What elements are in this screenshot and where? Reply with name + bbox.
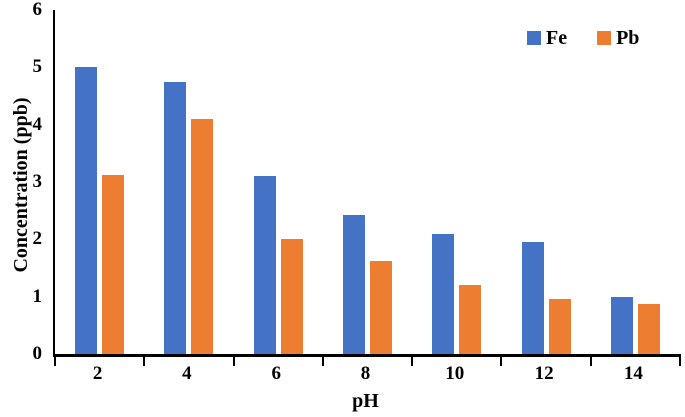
bar-group-ph-14 <box>610 297 660 354</box>
bar-group-ph-2 <box>75 67 125 354</box>
bar-group-ph-4 <box>164 82 214 354</box>
pb-bar <box>280 239 303 354</box>
x-axis-tick <box>232 354 235 366</box>
x-tick-label: 12 <box>534 363 554 384</box>
fe-bar <box>75 67 98 354</box>
y-tick-label: 3 <box>32 171 43 192</box>
pb-swatch-icon <box>597 31 612 45</box>
y-tick-label: 4 <box>32 113 43 135</box>
y-tick-label: 5 <box>32 56 43 78</box>
legend-label: Fe <box>546 27 568 49</box>
legend-label: Pb <box>616 27 640 49</box>
pb-bar <box>548 299 571 354</box>
pb-bar <box>459 285 482 354</box>
pb-bar <box>637 304 660 354</box>
bar-group-ph-8 <box>343 215 392 354</box>
fe-swatch-icon <box>527 31 541 45</box>
fe-bar <box>164 82 187 354</box>
x-tick-label: 10 <box>445 363 465 384</box>
x-axis-tick <box>54 354 56 366</box>
fe-bar <box>432 234 455 354</box>
x-tick-label: 14 <box>623 363 643 384</box>
pb-bar <box>370 261 392 354</box>
fe-bar <box>610 297 633 354</box>
bar-group-ph-12 <box>521 242 571 354</box>
x-axis-tick <box>589 354 592 366</box>
x-axis-tick <box>411 354 414 366</box>
pb-bar <box>102 175 125 354</box>
y-tick-label: 0 <box>32 343 43 364</box>
x-axis-tick <box>500 354 503 366</box>
fe-bar <box>343 215 365 354</box>
x-axis-tick <box>679 354 681 366</box>
fe-bar <box>253 176 276 354</box>
fe-bar <box>521 242 544 354</box>
x-tick-label: 2 <box>92 363 103 384</box>
legend-item-pb: Pb <box>597 28 639 48</box>
bar-group-ph-10 <box>432 234 482 354</box>
y-tick-label: 6 <box>32 0 43 20</box>
y-axis-tick-labels: 0 1 2 3 4 5 6 <box>0 0 43 364</box>
pb-bar <box>191 119 214 354</box>
x-tick-label: 6 <box>271 363 281 384</box>
plot-area <box>53 10 681 366</box>
legend: Fe Pb <box>527 28 639 48</box>
x-axis-tick <box>143 354 146 366</box>
x-tick-label: 4 <box>182 363 192 384</box>
y-tick-label: 1 <box>32 285 43 307</box>
x-axis-title: pH <box>352 390 379 412</box>
legend-item-fe: Fe <box>527 28 567 48</box>
bar-group-ph-6 <box>253 176 303 354</box>
x-axis-tick-labels: 2 4 6 8 10 12 14 <box>53 362 678 386</box>
y-tick-label: 2 <box>32 228 43 250</box>
x-axis-tick <box>321 354 324 366</box>
x-tick-label: 8 <box>360 363 371 384</box>
